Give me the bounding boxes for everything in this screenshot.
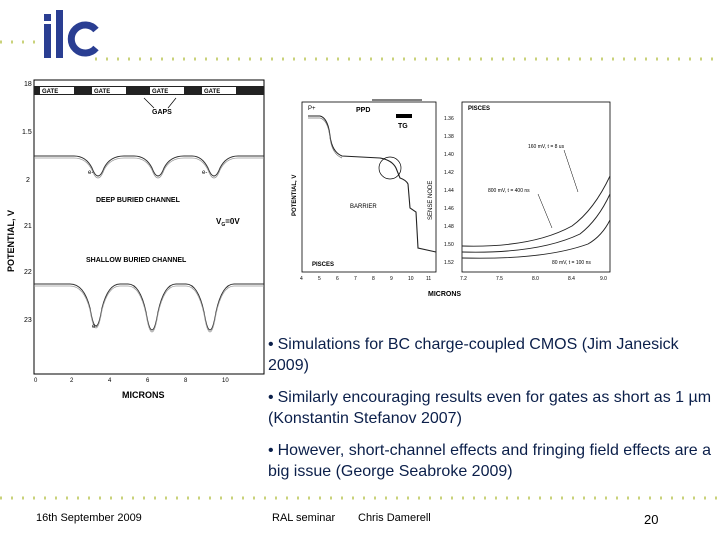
header-dotted-line <box>95 57 720 61</box>
right-x-tick-2: 7.5 <box>496 276 503 282</box>
gate-label-3: GATE <box>152 89 168 95</box>
tg-label: TG <box>398 123 408 130</box>
x-tick-6: 10 <box>222 378 229 384</box>
mid-x-tick-2: 5 <box>318 276 321 282</box>
mid-x-tick-5: 8 <box>372 276 375 282</box>
x-axis-label: MICRONS <box>122 390 165 400</box>
electron-label-3: e- <box>92 324 97 330</box>
y-tick-2: 2 <box>26 177 30 184</box>
pisces-mid-label: PISCES <box>312 262 334 268</box>
footer-date: 16th September 2009 <box>36 512 142 524</box>
right-y-tick-8: 1.50 <box>444 242 454 248</box>
mid-x-ticks: 4 5 6 7 8 9 10 11 <box>300 276 431 282</box>
mid-x-tick-6: 9 <box>390 276 393 282</box>
electron-label-1: e- <box>88 170 93 176</box>
bullet-item: • However, short-channel effects and frin… <box>268 442 712 480</box>
x-tick-3: 4 <box>108 378 112 384</box>
gate-label-1: GATE <box>42 89 58 95</box>
footer-venue: RAL seminar <box>272 512 336 524</box>
right-x-tick-3: 8.0 <box>532 276 539 282</box>
barrier-label: BARRIER <box>350 204 377 210</box>
y-tick-4: 22 <box>24 269 32 276</box>
right-y-tick-2: 1.38 <box>444 134 454 140</box>
right-x-ticks: 7.2 7.5 8.0 8.4 9.0 <box>460 276 607 282</box>
right-x-tick-5: 9.0 <box>600 276 607 282</box>
bullet-item: • Similarly encouraging results even for … <box>268 389 712 427</box>
ilc-logo <box>44 10 99 58</box>
right-x-axis-label: MICRONS <box>428 291 461 298</box>
shallow-channel-label: SHALLOW BURIED CHANNEL <box>86 257 187 264</box>
bullet-list: • Simulations for BC charge-coupled CMOS … <box>268 334 718 493</box>
right-y-tick-9: 1.52 <box>444 260 454 266</box>
right-y-tick-6: 1.46 <box>444 206 454 212</box>
curve-label-2: 800 mV, t = 400 ns <box>488 188 530 194</box>
mid-x-tick-8: 11 <box>426 276 431 282</box>
curve-label-1: 160 mV, t = 8 us <box>528 144 565 150</box>
mid-x-tick-7: 10 <box>408 276 414 282</box>
ppd-label: PPD <box>356 107 370 114</box>
x-tick-2: 2 <box>70 378 74 384</box>
y-tick-3: 21 <box>24 223 32 230</box>
y-tick-1: 1.5 <box>22 129 32 136</box>
right-y-tick-3: 1.40 <box>444 152 454 158</box>
mid-x-tick-1: 4 <box>300 276 303 282</box>
bullet-text-2: Similarly encouraging results even for g… <box>268 389 712 427</box>
right-y-tick-7: 1.48 <box>444 224 454 230</box>
y-tick-5: 23 <box>24 317 32 324</box>
right-y-tick-4: 1.42 <box>444 170 454 176</box>
y-axis-label: POTENTIAL, V <box>6 210 16 272</box>
deep-channel-label: DEEP BURIED CHANNEL <box>96 197 181 204</box>
pisces-simulation-plots: P+ PPD TG BARRIER PISCES SENSE NODE POTE… <box>292 99 611 298</box>
x-tick-5: 8 <box>184 378 188 384</box>
gaps-label: GAPS <box>152 109 172 116</box>
bullet-text-3: However, short-channel effects and fring… <box>268 442 712 480</box>
electron-label-2: e- <box>202 170 207 176</box>
bullet-text-1: Simulations for BC charge-coupled CMOS (… <box>268 336 679 374</box>
x-tick-1: 0 <box>34 378 38 384</box>
gate-label-4: GATE <box>204 89 220 95</box>
right-y-ticks: 1.36 1.38 1.40 1.42 1.44 1.46 1.48 1.50 … <box>444 116 454 266</box>
right-x-tick-1: 7.2 <box>460 276 467 282</box>
right-x-tick-4: 8.4 <box>568 276 575 282</box>
mid-y-axis-label: POTENTIAL, V <box>292 175 298 216</box>
x-tick-4: 6 <box>146 378 150 384</box>
vg-label: VG=0V <box>216 217 240 228</box>
mid-x-tick-3: 6 <box>336 276 339 282</box>
gate-label-2: GATE <box>94 89 110 95</box>
footer-author: Chris Damerell <box>358 512 431 524</box>
pplus-label: P+ <box>308 106 316 112</box>
right-y-tick-5: 1.44 <box>444 188 454 194</box>
buried-channel-potential-plot: GATE GATE GATE GATE GAPS e- e- DEEP BURI… <box>6 79 265 400</box>
pisces-title: PISCES <box>468 106 490 112</box>
y-top-tick: 18 <box>24 81 32 88</box>
footer-dotted-line <box>0 496 720 500</box>
page-number: 20 <box>644 512 659 527</box>
mid-x-tick-4: 7 <box>354 276 357 282</box>
curve-label-3: 80 mV, t = 100 ns <box>552 260 591 266</box>
bullet-item: • Simulations for BC charge-coupled CMOS … <box>268 336 679 374</box>
sense-node-label: SENSE NODE <box>428 181 434 220</box>
right-y-tick-1: 1.36 <box>444 116 454 122</box>
top-dotted-line <box>0 40 40 44</box>
